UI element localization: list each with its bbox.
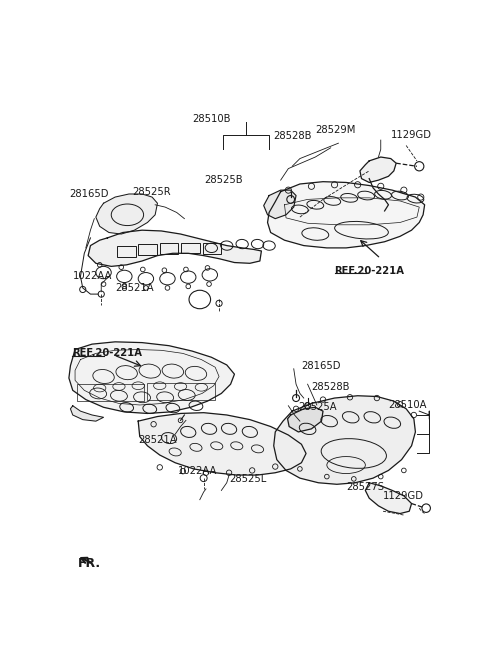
Text: 28521A: 28521A xyxy=(138,436,177,446)
Text: 28525L: 28525L xyxy=(229,474,266,484)
Bar xyxy=(160,243,178,254)
Text: 1022AA: 1022AA xyxy=(178,466,217,476)
Text: 28525R: 28525R xyxy=(132,187,171,197)
Bar xyxy=(203,243,221,254)
Bar xyxy=(77,384,144,401)
Bar xyxy=(118,246,136,257)
Text: 28528B: 28528B xyxy=(312,382,350,392)
Text: 28525A: 28525A xyxy=(299,402,337,412)
Polygon shape xyxy=(288,408,323,432)
Polygon shape xyxy=(264,190,296,219)
Text: 1129GD: 1129GD xyxy=(383,491,424,501)
Polygon shape xyxy=(267,181,425,248)
Text: 28529M: 28529M xyxy=(315,125,356,135)
Bar xyxy=(147,383,215,400)
Text: 28165D: 28165D xyxy=(301,362,341,372)
Text: 1022AA: 1022AA xyxy=(73,271,112,281)
Polygon shape xyxy=(360,157,396,183)
Polygon shape xyxy=(365,483,411,514)
Text: 28510A: 28510A xyxy=(388,400,427,410)
Text: 28521A: 28521A xyxy=(115,283,154,293)
Bar xyxy=(138,244,156,255)
Polygon shape xyxy=(69,342,234,414)
Text: 28165D: 28165D xyxy=(69,189,108,199)
Text: 28510B: 28510B xyxy=(192,113,230,123)
Text: 28528B: 28528B xyxy=(273,131,312,141)
Polygon shape xyxy=(138,413,306,475)
Polygon shape xyxy=(274,396,415,484)
Text: REF.20-221A: REF.20-221A xyxy=(72,348,142,358)
Polygon shape xyxy=(71,406,104,421)
Text: 28525B: 28525B xyxy=(204,175,243,185)
Text: REF.20-221A: REF.20-221A xyxy=(335,266,405,276)
Polygon shape xyxy=(88,230,262,266)
Text: 28527S: 28527S xyxy=(346,482,384,492)
Text: FR.: FR. xyxy=(78,557,101,570)
Polygon shape xyxy=(96,194,157,234)
Text: 1129GD: 1129GD xyxy=(391,131,432,141)
Bar xyxy=(181,243,200,253)
